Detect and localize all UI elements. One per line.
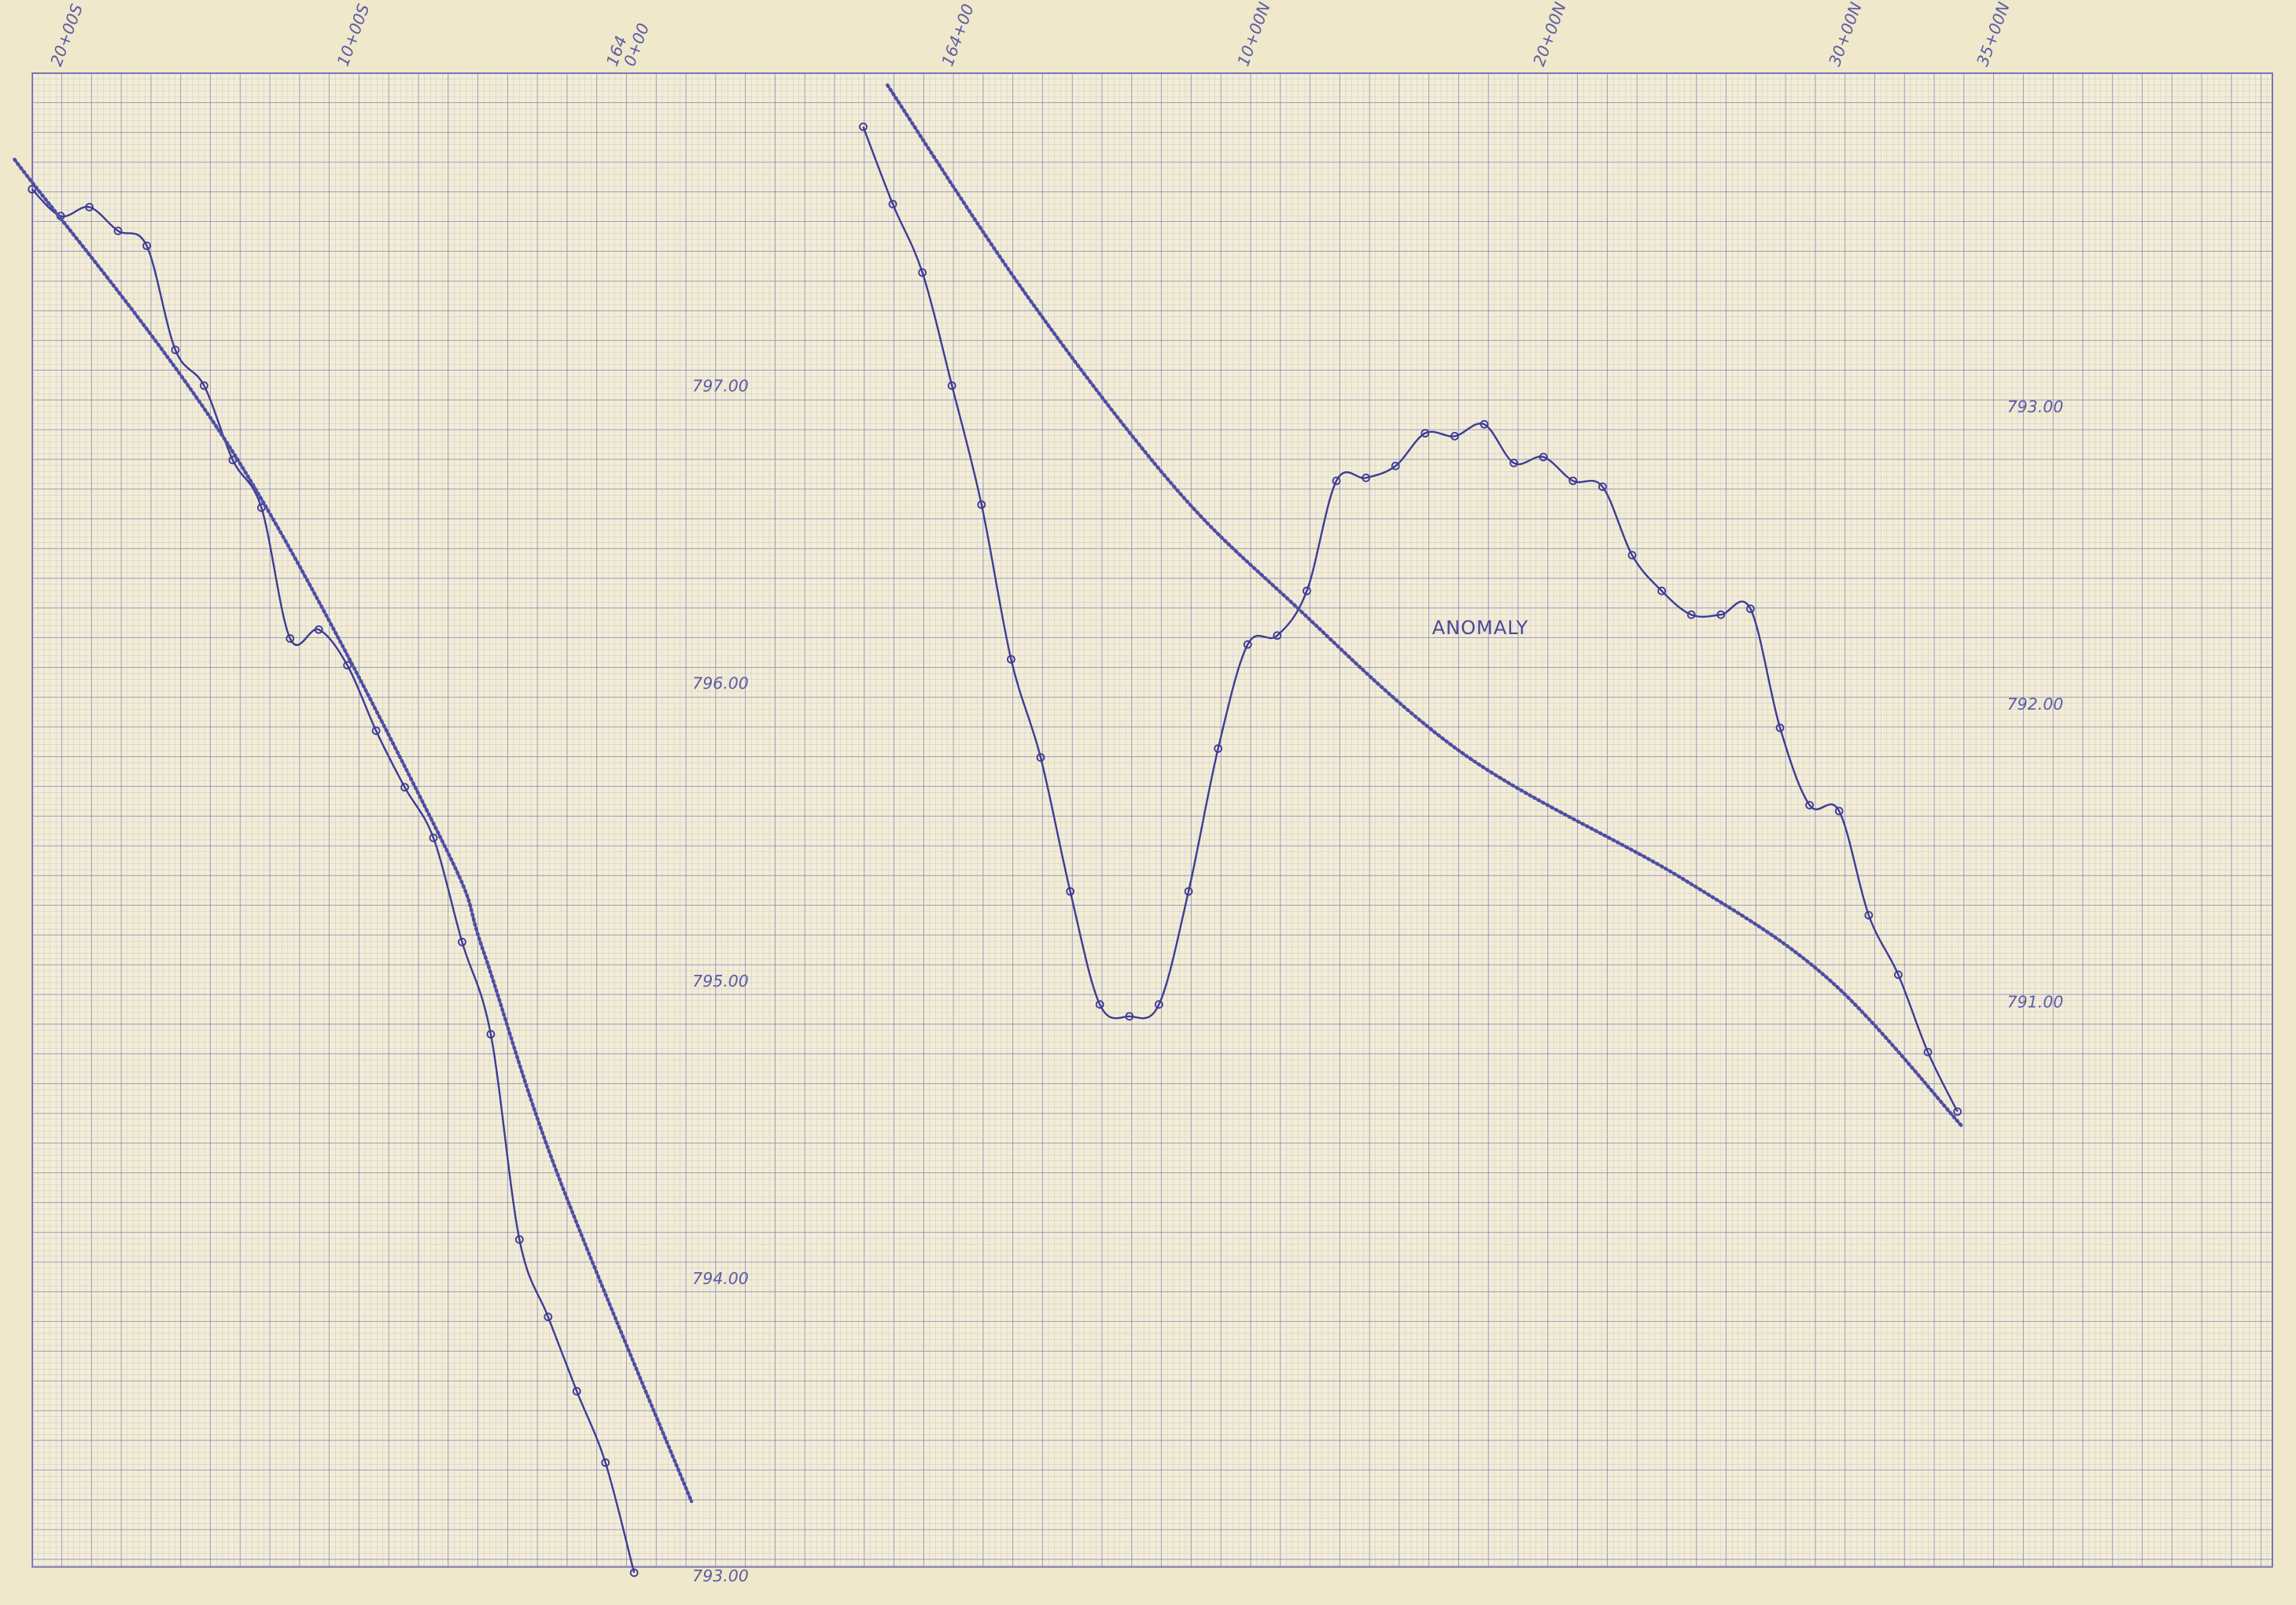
data-point [544, 1312, 553, 1322]
data-point [1864, 910, 1874, 920]
data-point [1450, 432, 1459, 441]
y-tick-label: 793.00 [2007, 397, 2064, 416]
data-point [601, 1458, 610, 1467]
data-point [371, 726, 381, 736]
data-point [113, 227, 123, 235]
data-point [572, 1386, 581, 1396]
data-point [314, 625, 323, 634]
data-point [142, 242, 151, 250]
y-tick-label: 794.00 [692, 1269, 749, 1288]
y-tick-label: 795.00 [692, 972, 749, 991]
major-grid [32, 73, 2272, 1567]
data-point [1303, 586, 1311, 596]
data-point [1627, 551, 1637, 560]
y-tick-label: 792.00 [2007, 695, 2064, 714]
data-point [1716, 610, 1726, 619]
data-point [1243, 640, 1252, 649]
data-point [400, 783, 409, 792]
data-point [1657, 586, 1666, 596]
data-point [1273, 631, 1282, 640]
graph-border [31, 72, 2273, 1568]
data-point [458, 937, 466, 946]
trend-line [886, 83, 1964, 1128]
data-point [429, 833, 438, 843]
data-point [1362, 473, 1371, 482]
data-point [486, 1030, 496, 1039]
data-point [977, 500, 986, 509]
data-point [1332, 476, 1341, 485]
data-point [918, 268, 927, 277]
data-point [514, 1235, 524, 1244]
data-point [171, 345, 180, 355]
trend-line [13, 157, 694, 1504]
data-point [1923, 1047, 1933, 1057]
y-tick-label: 793.00 [692, 1566, 749, 1585]
data-point [888, 200, 897, 208]
y-tick-label: 797.00 [692, 377, 749, 396]
data-point [629, 1568, 639, 1577]
data-point [1066, 887, 1075, 896]
data-point [1007, 655, 1015, 664]
annotation: ANOMALY [1432, 617, 1529, 639]
data-point [1834, 806, 1844, 816]
data-point [1155, 1000, 1163, 1009]
data-point [1568, 476, 1578, 485]
data-point [1539, 452, 1548, 462]
data-point [1598, 482, 1607, 492]
data-point [200, 381, 208, 390]
data-point [1509, 459, 1519, 467]
data-point [85, 202, 94, 212]
data-point [1805, 800, 1814, 810]
data-point [947, 381, 956, 390]
data-point [1095, 1000, 1104, 1009]
data-point [1125, 1012, 1134, 1021]
data-point [1775, 723, 1785, 732]
y-tick-label: 791.00 [2007, 992, 2064, 1011]
data-point [1421, 429, 1430, 438]
data-point [1686, 610, 1696, 619]
data-point [1391, 461, 1400, 470]
data-point [286, 634, 295, 643]
data-point [1214, 744, 1223, 753]
data-point [859, 122, 868, 131]
data-point [1953, 1107, 1962, 1116]
data-point [1745, 604, 1755, 614]
profile-line [31, 188, 636, 1574]
y-tick-label: 796.00 [692, 674, 749, 693]
data-point [1036, 753, 1045, 762]
data-point [1480, 419, 1489, 429]
profile-line [862, 126, 1959, 1112]
data-point [1184, 887, 1193, 896]
data-point [1893, 970, 1903, 980]
